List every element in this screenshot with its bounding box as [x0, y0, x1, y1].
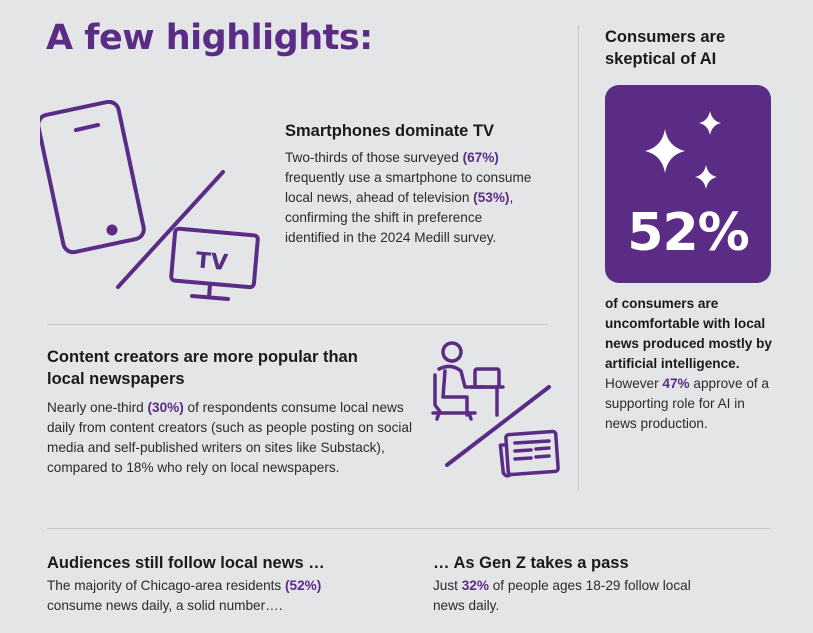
- ai-text: of consumers are uncomfortable with loca…: [605, 296, 772, 431]
- sparkles-icon: [645, 111, 721, 189]
- creator-newspaper-illustration: [431, 341, 560, 478]
- smartphones-text: Two-thirds of those surveyed (67%) frequ…: [285, 150, 532, 245]
- creators-heading: Content creators are more popular than l…: [47, 348, 358, 388]
- page-title: A few highlights:: [46, 18, 373, 58]
- content-creator-icon: [431, 341, 505, 421]
- section-divider: [47, 528, 770, 529]
- audiences-heading: Audiences still follow local news …: [47, 554, 325, 572]
- smartphone-tv-illustration: TV: [40, 100, 260, 301]
- tv-icon: [169, 226, 260, 301]
- ai-stat-box: 52%: [605, 85, 771, 283]
- audiences-text: The majority of Chicago-area residents (…: [47, 578, 322, 613]
- ai-percent: 52%: [627, 203, 749, 263]
- section-divider: [47, 324, 548, 325]
- genz-heading: … As Gen Z takes a pass: [433, 554, 629, 572]
- divider-slash: [116, 170, 225, 289]
- creators-text: Nearly one-third (30%) of respondents co…: [47, 400, 412, 475]
- tv-label: TV: [195, 248, 229, 276]
- newspaper-icon: [498, 429, 560, 478]
- genz-text: Just 32% of people ages 18-29 follow loc…: [433, 578, 691, 613]
- smartphones-heading: Smartphones dominate TV: [285, 122, 495, 140]
- vertical-divider: [578, 25, 579, 491]
- smartphone-icon: [40, 100, 146, 255]
- ai-heading: Consumers are skeptical of AI: [605, 28, 726, 68]
- divider-slash: [445, 385, 551, 467]
